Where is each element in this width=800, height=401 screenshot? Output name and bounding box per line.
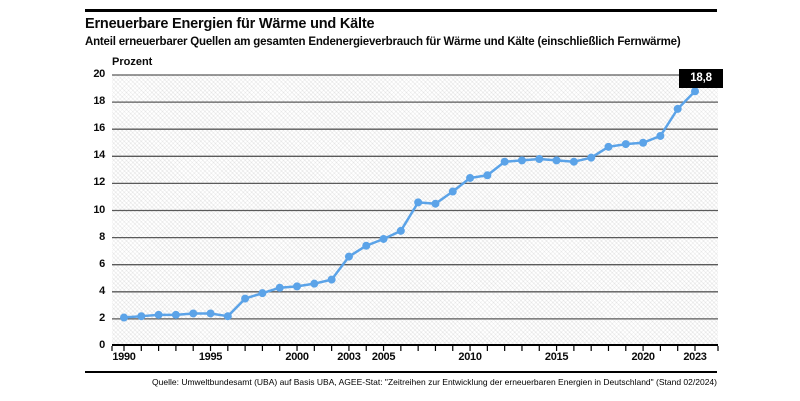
x-tick-label: 2023 [683,351,707,363]
data-point [258,289,267,298]
data-point [431,199,440,208]
bottom-divider [85,371,717,373]
data-point [414,198,423,207]
data-point [241,294,250,303]
page-subtitle: Anteil erneuerbarer Quellen am gesamten … [85,36,681,48]
data-point [362,241,371,250]
data-point [293,282,302,291]
data-point [673,104,682,113]
data-point [500,157,509,166]
data-point [154,310,163,319]
page-title: Erneuerbare Energien für Wärme und Kälte [85,16,375,32]
y-tick-label: 18 [93,95,105,108]
data-line [123,90,696,319]
data-point [552,156,561,165]
data-point [275,283,284,292]
x-tick-label: 2020 [631,351,655,363]
x-tick-label: 2005 [371,351,396,363]
data-point [120,313,128,322]
data-point [691,87,699,96]
data-point [379,234,388,243]
data-point [189,309,198,318]
data-point [327,275,336,284]
data-point [621,140,630,149]
x-tick-label: 2000 [285,351,309,363]
data-point [206,309,215,318]
data-point [223,312,232,321]
data-point [137,312,146,321]
data-point [569,157,578,166]
data-point [344,252,353,261]
last-value-label: 18,8 [679,69,723,88]
data-point [310,279,319,288]
data-point [517,156,526,165]
data-point [604,142,613,151]
data-point [656,131,665,140]
y-tick-label: 2 [99,311,105,324]
data-point [171,310,180,319]
data-point [587,153,596,162]
x-tick-label: 2015 [544,351,569,363]
data-point [448,187,457,196]
source-line: Quelle: Umweltbundesamt (UBA) auf Basis … [152,377,717,387]
x-tick-label: 1990 [112,351,136,363]
data-point [466,173,475,182]
x-tick-label: 2003 [337,351,361,363]
data-point [483,171,492,180]
top-divider [85,9,717,12]
data-point [535,155,544,164]
y-tick-label: 10 [93,203,105,216]
x-tick-label: 2010 [458,351,482,363]
y-tick-label: 14 [93,149,105,162]
y-tick-label: 4 [99,284,105,297]
x-tick-label: 1995 [198,351,223,363]
data-point [396,226,405,235]
y-tick-label: 0 [99,339,105,351]
y-tick-label: 20 [93,68,105,80]
line-chart [111,74,719,351]
y-tick-label: 8 [99,230,105,243]
y-tick-label: 6 [99,257,105,270]
y-tick-label: 16 [93,122,105,135]
plot-area [111,74,719,351]
y-axis-unit-label: Prozent [112,56,153,68]
data-point [639,138,648,147]
y-tick-label: 12 [93,176,105,189]
